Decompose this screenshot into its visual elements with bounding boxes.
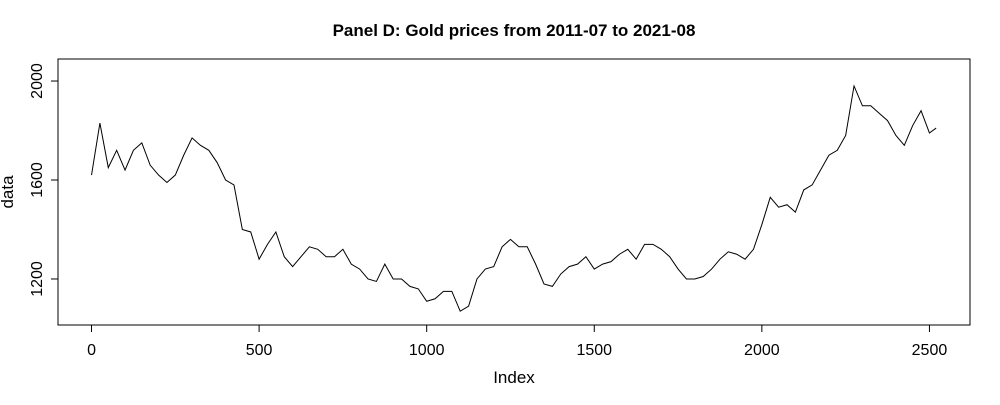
chart-title: Panel D: Gold prices from 2011-07 to 202… xyxy=(333,21,696,40)
y-axis-label: data xyxy=(0,175,17,209)
x-tick-label: 500 xyxy=(246,342,273,359)
x-tick-label: 2000 xyxy=(744,342,780,359)
plot-frame xyxy=(57,58,971,326)
x-tick-label: 1500 xyxy=(576,342,612,359)
y-tick-label: 1200 xyxy=(29,261,46,297)
y-tick-label: 1600 xyxy=(29,162,46,198)
y-tick-label: 2000 xyxy=(29,63,46,99)
x-tick-label: 2500 xyxy=(912,342,948,359)
data-line xyxy=(91,84,937,312)
x-tick-label: 1000 xyxy=(409,342,445,359)
x-tick-label: 0 xyxy=(87,342,96,359)
x-axis-label: Index xyxy=(493,368,535,387)
